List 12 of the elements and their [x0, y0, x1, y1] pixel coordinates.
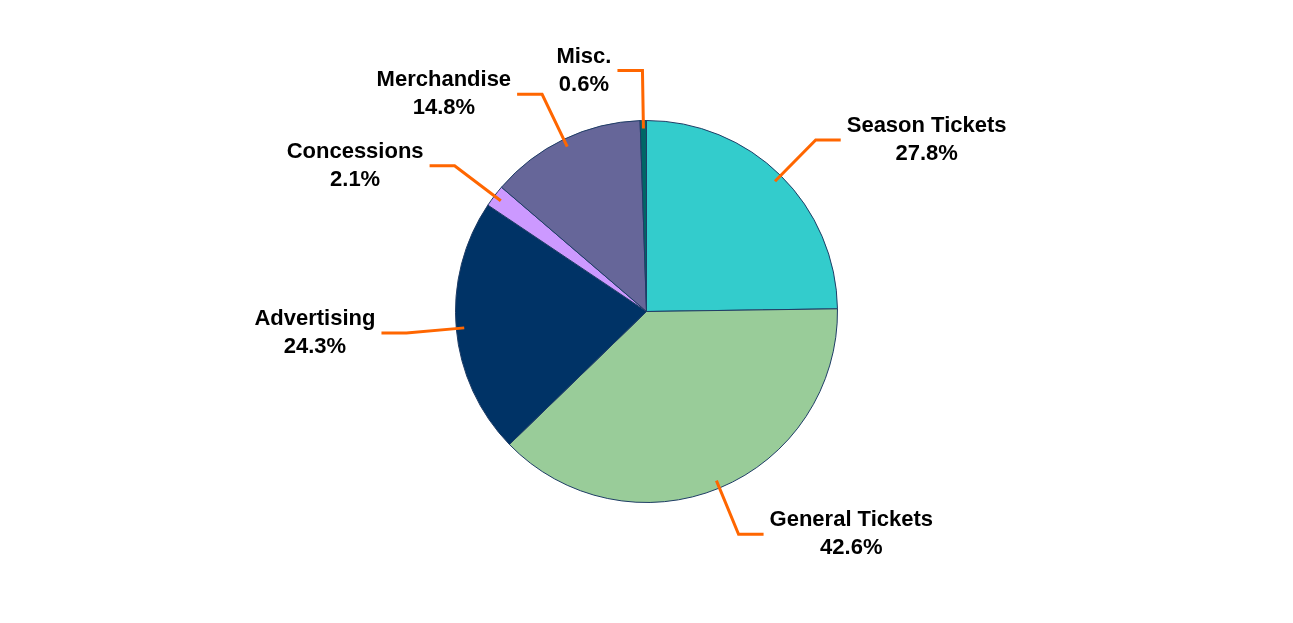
slice-label: Season Tickets [846, 111, 1007, 137]
data-label: 42.6% [820, 534, 883, 560]
data-label: 2.1% [330, 165, 381, 191]
slice-label: Misc. [556, 42, 612, 68]
slice-label: General Tickets [769, 506, 934, 532]
data-label: 27.8% [895, 139, 958, 165]
data-label: 24.3% [283, 333, 347, 359]
data-label: 0.6% [558, 70, 610, 96]
data-label: 14.8% [412, 94, 476, 120]
slice-label: Merchandise [376, 66, 512, 92]
slice-label: Advertising [254, 305, 376, 331]
slice-label: Concessions [286, 137, 424, 163]
